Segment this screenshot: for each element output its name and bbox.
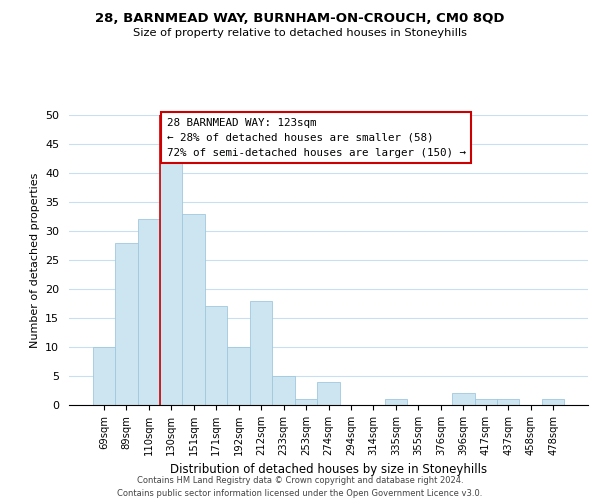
Bar [317,382,340,405]
X-axis label: Distribution of detached houses by size in Stoneyhills: Distribution of detached houses by size … [170,464,487,476]
Bar [542,399,565,405]
Bar [475,399,497,405]
Bar [295,399,317,405]
Text: Contains HM Land Registry data © Crown copyright and database right 2024.
Contai: Contains HM Land Registry data © Crown c… [118,476,482,498]
Bar [115,242,137,405]
Bar [92,347,115,405]
Bar [160,162,182,405]
Bar [272,376,295,405]
Text: 28 BARNMEAD WAY: 123sqm
← 28% of detached houses are smaller (58)
72% of semi-de: 28 BARNMEAD WAY: 123sqm ← 28% of detache… [167,118,466,158]
Bar [227,347,250,405]
Bar [182,214,205,405]
Text: 28, BARNMEAD WAY, BURNHAM-ON-CROUCH, CM0 8QD: 28, BARNMEAD WAY, BURNHAM-ON-CROUCH, CM0… [95,12,505,26]
Bar [385,399,407,405]
Bar [250,300,272,405]
Bar [137,220,160,405]
Text: Size of property relative to detached houses in Stoneyhills: Size of property relative to detached ho… [133,28,467,38]
Bar [205,306,227,405]
Y-axis label: Number of detached properties: Number of detached properties [29,172,40,348]
Bar [497,399,520,405]
Bar [452,394,475,405]
